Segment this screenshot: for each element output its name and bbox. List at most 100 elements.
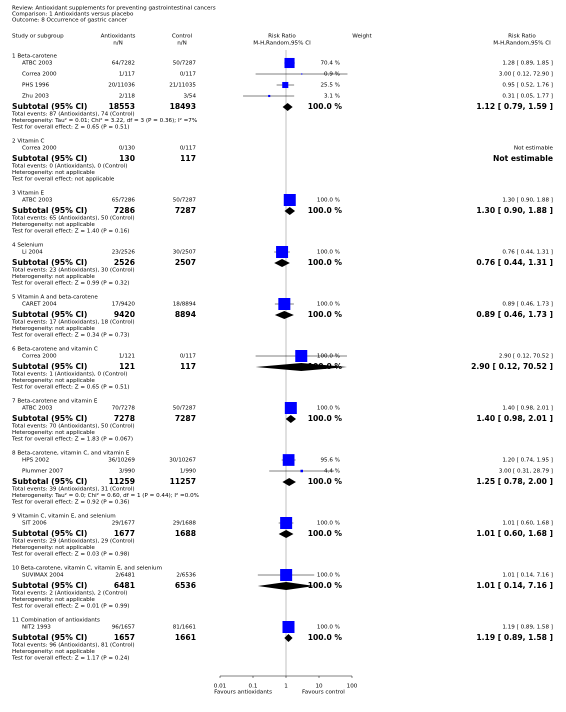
control-total: 6536 (175, 581, 196, 590)
study-name: ATBC 2003 (22, 198, 53, 204)
subgroup-note: Total events: 29 (Antioxidants), 29 (Con… (11, 539, 135, 545)
subgroup-note: Test for overall effect: Z = 0.03 (P = 0… (11, 552, 129, 558)
study-name: CARET 2004 (22, 302, 57, 308)
group-title: 9 Vitamin C, vitamin E, and selenium (12, 514, 116, 520)
antioxidants-count: 36/10269 (108, 458, 135, 464)
study-name: Correa 2000 (22, 146, 57, 152)
antioxidants-total: 1677 (114, 529, 135, 538)
control-count: 0/117 (180, 72, 197, 78)
subtotal-label: Subtotal (95% CI) (12, 206, 87, 215)
antioxidants-count: 2/6481 (115, 573, 135, 579)
column-header: Study or subgroup (12, 34, 64, 40)
control-count: 18/8894 (173, 302, 197, 308)
study-name: SIT 2006 (22, 521, 47, 527)
subtotal-weight: 100.0 % (308, 102, 343, 111)
subtotal-label: Subtotal (95% CI) (12, 529, 87, 538)
subgroup-note: Total events: 2 (Antioxidants), 2 (Contr… (11, 591, 127, 597)
subtotal-diamond (284, 634, 293, 642)
subgroup-note: Test for overall effect: Z = 0.92 (P = 0… (11, 500, 129, 506)
study-box (301, 73, 303, 75)
study-name: Correa 2000 (22, 354, 57, 360)
subtotal-weight: 100.0 % (308, 206, 343, 215)
subtotal-label: Subtotal (95% CI) (12, 310, 87, 319)
study-name: SUVIMAX 2004 (22, 573, 64, 579)
weight: 100.0 % (317, 573, 340, 579)
weight: 70.4 % (320, 61, 340, 67)
control-total: 7287 (175, 414, 196, 423)
subtotal-ratio: 1.19 [ 0.89, 1.58 ] (476, 633, 553, 642)
subgroup-note: Heterogeneity: not applicable (12, 378, 95, 384)
study-box (276, 246, 289, 258)
study-box (283, 194, 296, 206)
subgroup-note: Test for overall effect: Z = 1.40 (P = 0… (11, 229, 129, 235)
subtotal-weight: 100.0 % (308, 414, 343, 423)
control-count: 50/7287 (173, 198, 197, 204)
control-total: 18493 (170, 102, 196, 111)
subtotal-diamond (285, 415, 297, 423)
subtotal-label: Subtotal (95% CI) (12, 154, 87, 163)
antioxidants-count: 96/1657 (112, 625, 136, 631)
study-box (282, 454, 295, 466)
control-count: 1/990 (180, 469, 197, 475)
antioxidants-total: 7286 (114, 206, 135, 215)
subtotal-diamond (274, 311, 294, 319)
subgroup-note: Heterogeneity: not applicable (12, 545, 95, 551)
study-name: Li 2004 (22, 250, 43, 256)
antioxidants-total: 2526 (114, 258, 135, 267)
column-header: Antioxidants (101, 34, 136, 40)
review-line: Review: Antioxidant supplements for prev… (12, 6, 216, 12)
risk-ratio: 1.30 [ 0.90, 1.88 ] (502, 198, 553, 204)
subtotal-diamond (284, 207, 296, 215)
subtotal-ratio: 0.76 [ 0.44, 1.31 ] (476, 258, 553, 267)
subtotal-label: Subtotal (95% CI) (12, 362, 87, 371)
subtotal-weight: 100.0 % (308, 258, 343, 267)
study-box (280, 517, 293, 529)
weight: 100.0 % (317, 302, 340, 308)
control-total: 7287 (175, 206, 196, 215)
control-count: 81/1661 (173, 625, 197, 631)
weight: 100.0 % (317, 354, 340, 360)
control-count: 21/11035 (169, 83, 196, 89)
antioxidants-count: 17/9420 (112, 302, 136, 308)
control-total: 1661 (175, 633, 196, 642)
subgroup-note: Total events: 65 (Antioxidants), 50 (Con… (11, 216, 135, 222)
subtotal-ratio: 1.01 [ 0.60, 1.68 ] (476, 529, 553, 538)
subgroup-note: Heterogeneity: not applicable (12, 597, 95, 603)
subgroup-note: Heterogeneity: Tau² = 0.01; Chi² = 3.22,… (12, 117, 197, 124)
study-name: Correa 2000 (22, 72, 57, 78)
control-count: 0/117 (180, 146, 197, 152)
x-tick-label: 0.1 (249, 684, 258, 690)
risk-ratio: 2.90 [ 0.12, 70.52 ] (499, 354, 553, 360)
weight: 100.0 % (317, 625, 340, 631)
control-total: 11257 (170, 477, 196, 486)
study-box (268, 94, 271, 98)
subtotal-ratio: 1.01 [ 0.14, 7.16 ] (476, 581, 553, 590)
risk-ratio: 1.01 [ 0.14, 7.16 ] (502, 573, 553, 579)
control-total: 8894 (175, 310, 196, 319)
weight: 4.4 % (324, 469, 340, 475)
risk-ratio: 3.00 [ 0.12, 72.90 ] (499, 72, 553, 78)
subtotal-label: Subtotal (95% CI) (12, 581, 87, 590)
study-box (284, 402, 297, 414)
study-name: NIT2 1993 (22, 625, 51, 631)
subtotal-ratio: 1.30 [ 0.90, 1.88 ] (476, 206, 553, 215)
group-title: 7 Beta-carotene and vitamin E (12, 399, 98, 405)
control-count: 50/7287 (173, 406, 197, 412)
antioxidants-total: 18553 (109, 102, 135, 111)
subtotal-label: Subtotal (95% CI) (12, 477, 87, 486)
study-name: Zhu 2003 (22, 94, 49, 100)
control-count: 29/1688 (173, 521, 197, 527)
antioxidants-count: 1/117 (119, 72, 136, 78)
subgroup-note: Test for overall effect: Z = 0.01 (P = 0… (11, 604, 129, 610)
subgroup-note: Test for overall effect: not applicable (11, 177, 115, 183)
antioxidants-count: 65/7286 (112, 198, 136, 204)
antioxidants-count: 1/121 (119, 354, 136, 360)
subtotal-ratio: Not estimable (493, 154, 553, 163)
group-title: 2 Vitamin C (12, 139, 45, 145)
control-total: 117 (180, 154, 196, 163)
study-box (295, 350, 308, 362)
antioxidants-count: 2/118 (119, 94, 136, 100)
study-box (300, 469, 304, 473)
risk-ratio: 1.28 [ 0.89, 1.85 ] (502, 61, 553, 67)
